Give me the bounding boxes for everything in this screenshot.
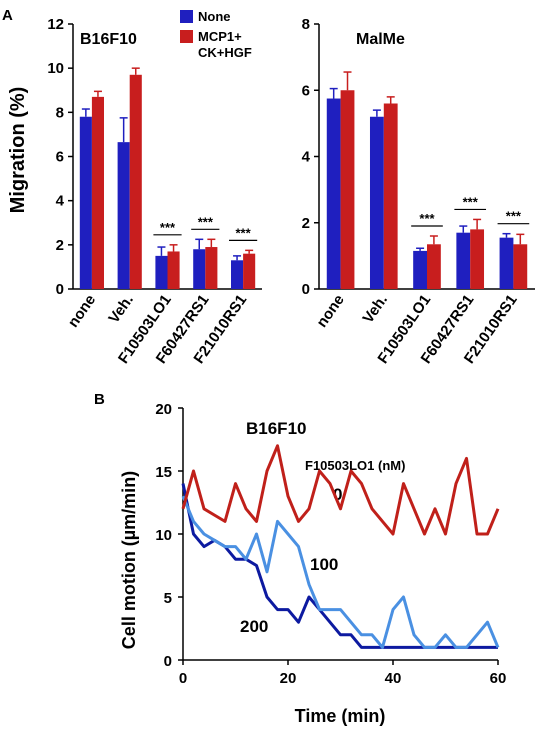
bar-mcp1-1	[383, 103, 398, 289]
bar-none-1	[369, 116, 384, 289]
bar-none-0	[79, 116, 92, 289]
chart3-x-tick-label: 60	[490, 670, 507, 687]
significance-label: ***	[463, 194, 479, 209]
significance-label: ***	[506, 209, 522, 224]
bar-mcp1-4	[513, 244, 528, 289]
chart2-x-tick-label: Veh.	[359, 292, 391, 327]
chart2-y-tick-label: 2	[302, 215, 310, 232]
chart-cell-motion: B16F10 F10503LO1 (nM) Cell motion (µm/mi…	[119, 401, 506, 726]
series-line-200	[181, 483, 498, 649]
series-line-0	[181, 444, 500, 536]
bar-mcp1-3	[205, 247, 218, 289]
chart2-x-tick-label: none	[313, 292, 347, 331]
chart2-y-tick-label: 0	[302, 281, 310, 298]
chart3-y-tick-label: 15	[155, 464, 172, 481]
chart1-title: B16F10	[80, 31, 137, 48]
chart3-legend-title: F10503LO1 (nM)	[305, 458, 405, 473]
chart1-y-axis-label: Migration (%)	[7, 87, 29, 214]
chart3-y-tick-label: 0	[164, 653, 172, 670]
panel-label-a: A	[2, 7, 13, 24]
bar-none-4	[499, 237, 514, 289]
series-label-200: 200	[240, 617, 268, 636]
bar-none-2	[155, 255, 168, 289]
chart3-y-tick-label: 20	[155, 401, 172, 418]
bar-none-3	[456, 232, 471, 289]
chart1-y-tick-label: 0	[56, 281, 64, 298]
legend-swatch-none	[180, 10, 193, 23]
panel-label-b: B	[94, 391, 105, 408]
bar-mcp1-1	[129, 74, 142, 290]
chart2-y-tick-label: 6	[302, 82, 310, 99]
chart2-y-tick-label: 8	[302, 16, 310, 33]
chart1-y-tick-label: 2	[56, 237, 64, 254]
bar-none-2	[413, 250, 427, 289]
chart3-x-axis-label: Time (min)	[295, 706, 386, 726]
legend-label-ck-hgf: CK+HGF	[198, 45, 252, 60]
chart1-legend: None MCP1+ CK+HGF	[180, 9, 252, 60]
series-line-100	[181, 495, 500, 649]
series-label-0: 0	[333, 485, 342, 504]
significance-label: ***	[160, 220, 176, 235]
chart1-y-tick-label: 4	[56, 193, 65, 210]
bar-none-1	[117, 142, 130, 289]
chart3-y-tick-label: 10	[155, 527, 172, 544]
bar-none-3	[193, 249, 206, 289]
bar-mcp1-4	[243, 253, 256, 289]
series-label-100: 100	[310, 555, 338, 574]
chart1-y-tick-label: 8	[56, 104, 64, 121]
bar-mcp1-3	[470, 229, 485, 289]
chart3-y-axis-label: Cell motion (µm/min)	[119, 471, 139, 649]
legend-swatch-mcp1	[180, 30, 193, 43]
significance-label: ***	[198, 214, 214, 229]
chart3-x-tick-label: 40	[385, 670, 402, 687]
chart1-y-tick-label: 6	[56, 149, 64, 166]
chart1-y-tick-label: 10	[47, 60, 64, 77]
chart1-y-tick-label: 12	[47, 16, 64, 33]
chart2-title: MalMe	[356, 31, 405, 48]
chart1-x-tick-label: Veh.	[105, 292, 137, 327]
legend-label-mcp1: MCP1+	[198, 29, 242, 44]
bar-mcp1-2	[167, 251, 180, 289]
chart2-y-tick-label: 4	[302, 149, 311, 166]
chart3-x-tick-label: 0	[179, 670, 187, 687]
chart1-x-tick-label: none	[65, 292, 99, 331]
chart3-x-tick-label: 20	[280, 670, 297, 687]
bar-mcp1-0	[340, 90, 355, 289]
chart-b16f10-migration: Migration (%) B16F10 None MCP1+ CK+HGF 0…	[7, 9, 262, 367]
bar-none-0	[326, 98, 341, 289]
chart3-y-tick-label: 5	[164, 590, 172, 607]
bar-mcp1-2	[427, 244, 441, 289]
bar-none-4	[231, 260, 244, 289]
significance-label: ***	[419, 211, 435, 226]
bar-mcp1-0	[91, 96, 104, 289]
chart3-title: B16F10	[246, 419, 306, 438]
significance-label: ***	[236, 225, 252, 240]
legend-label-none: None	[198, 9, 231, 24]
